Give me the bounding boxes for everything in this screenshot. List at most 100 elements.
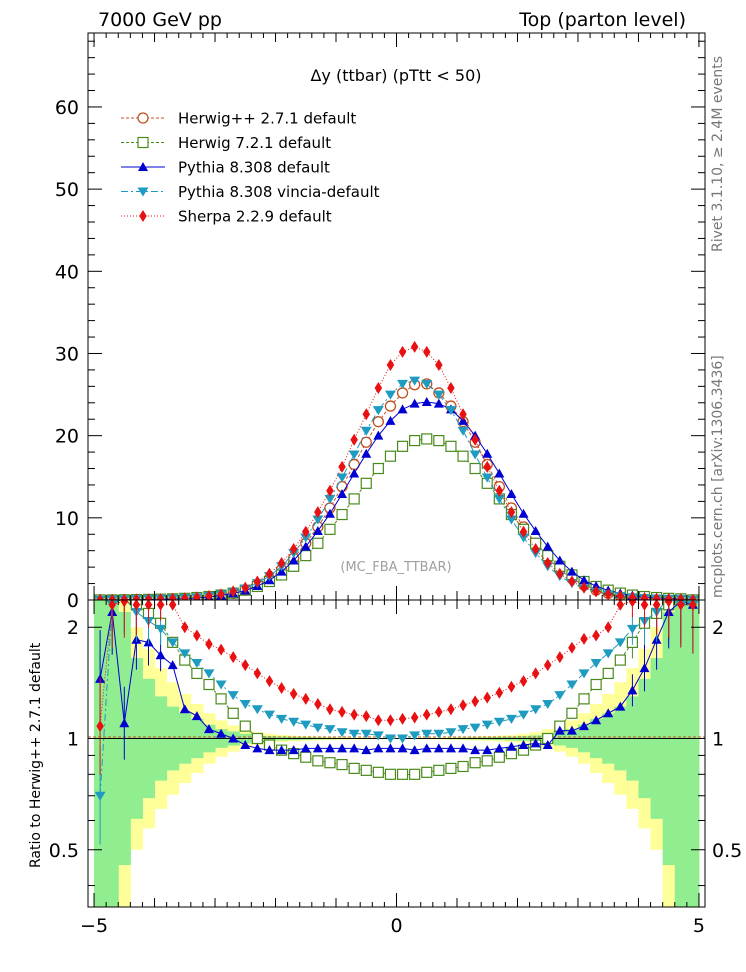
ratio-series-0-point: [191, 667, 203, 680]
main-series-1-point: [457, 450, 469, 462]
ratio-series-3-point: [314, 697, 322, 710]
ratio-series-3-point: [410, 711, 419, 724]
ratio-series-3-point: [422, 708, 431, 721]
ratio-series-3-point: [156, 600, 165, 611]
ratio-series-2-point: [336, 728, 348, 738]
ratio-series-2-point: [518, 710, 530, 720]
main-series-3-point: [433, 390, 445, 400]
ratio-series-line-2: [99, 600, 693, 796]
ratio-plot-area: [88, 600, 705, 907]
main-series-3-point: [421, 379, 433, 389]
ratio-series-3-point: [362, 710, 371, 723]
ratio-series-0-point: [614, 654, 626, 666]
main-series-1-point: [300, 550, 312, 562]
main-series-1-point: [312, 537, 324, 549]
main-series-4-point: [265, 567, 274, 580]
ratio-series-2-point: [602, 649, 614, 659]
main-series-2-point: [482, 448, 493, 458]
ratio-series-0-point: [578, 693, 590, 705]
main-series-4-point: [217, 588, 225, 600]
ratio-series-1-point: [470, 745, 481, 755]
main-series-4-point: [616, 590, 625, 600]
ratio-series-1-point: [276, 745, 287, 755]
main-series-2-point: [579, 575, 590, 585]
ratio-series-0-point: [396, 768, 409, 780]
main-series-2-point: [494, 468, 505, 478]
ratio-series-3-point: [616, 600, 625, 611]
main-series-1-point: [421, 433, 433, 445]
ratio-series-3-point: [543, 659, 552, 672]
ratio-series-3-point: [120, 600, 129, 608]
ratio-series-3-point: [229, 651, 237, 664]
ratio-series-3-point: [96, 720, 104, 733]
ratio-series-3-point: [483, 691, 491, 704]
main-series-4-point: [241, 581, 250, 594]
legend-marker: [137, 187, 149, 197]
ratio-series-3-point: [556, 651, 564, 664]
ratio-series-2-point: [300, 720, 312, 730]
ratio-series-2-point: [433, 729, 445, 739]
ratio-series-1-point: [397, 743, 408, 753]
legend-marker: [137, 112, 149, 124]
main-series-3-point: [348, 450, 360, 460]
legend-label: Sherpa 2.2.9 default: [178, 208, 332, 226]
main-y-tick-label: 50: [55, 179, 79, 201]
plot-title: Δy (ttbar) (pTtt < 50): [310, 66, 481, 85]
main-series-4-point: [640, 592, 649, 600]
main-series-4-point: [193, 591, 201, 600]
ratio-series-3-point: [181, 621, 189, 634]
main-series-3-point: [457, 426, 469, 436]
main-series-4-point: [592, 585, 600, 598]
ratio-series-3-point: [374, 714, 383, 727]
ratio-series-0-point: [384, 768, 397, 780]
x-tick-label: −5: [80, 915, 108, 937]
ratio-series-0-point: [409, 768, 421, 780]
main-series-1-point: [360, 477, 372, 489]
main-series-4-point: [108, 593, 116, 600]
main-series-1-point: [324, 523, 336, 535]
main-series-2-point: [421, 396, 432, 406]
main-series-3-point: [493, 494, 505, 504]
header-process-label: Top (parton level): [518, 9, 686, 31]
main-series-4-point: [519, 525, 528, 538]
ratio-series-3-point: [495, 686, 504, 699]
main-series-3-point: [518, 533, 530, 543]
main-series-1-point: [445, 440, 457, 452]
ratio-series-1-point: [445, 743, 456, 753]
ratio-series-3-point: [664, 600, 673, 608]
main-series-1-point: [396, 440, 409, 452]
ratio-series-3-point: [108, 600, 116, 611]
main-series-1-point: [409, 434, 421, 447]
ratio-series-2-point: [312, 723, 324, 733]
ratio-series-3-point: [507, 680, 516, 693]
main-series-2-point: [433, 398, 444, 408]
ratio-series-2-point: [179, 649, 191, 659]
ratio-series-2-point: [348, 729, 360, 739]
ratio-series-1-point: [554, 725, 565, 735]
ratio-series-0-point: [324, 757, 336, 769]
legend-label: Pythia 8.308 vincia-default: [178, 183, 380, 201]
ratio-series-2-point: [288, 717, 300, 727]
ratio-series-1-point: [518, 740, 529, 750]
ratio-series-2-point: [94, 791, 106, 801]
main-series-4-point: [253, 575, 262, 588]
ratio-series-0-point: [336, 758, 348, 771]
ratio-series-2-point: [372, 731, 384, 741]
main-series-2-point: [324, 508, 335, 518]
ratio-series-3-point: [604, 621, 612, 634]
ratio-y-tick-label-left: 2: [67, 617, 79, 639]
ratio-series-2-point: [578, 669, 590, 679]
ratio-series-1-point: [155, 650, 166, 660]
ratio-series-0-point: [227, 707, 239, 719]
main-series-4-point: [556, 567, 564, 580]
ratio-series-1-point: [615, 701, 626, 711]
main-series-4-point: [677, 593, 685, 600]
ratio-series-3-point: [302, 692, 310, 705]
ratio-series-3-point: [652, 600, 661, 611]
main-series-0-point: [396, 387, 409, 399]
main-series-4-point: [120, 593, 129, 600]
ratio-series-2-point: [360, 729, 372, 739]
main-series-4-point: [652, 592, 661, 600]
